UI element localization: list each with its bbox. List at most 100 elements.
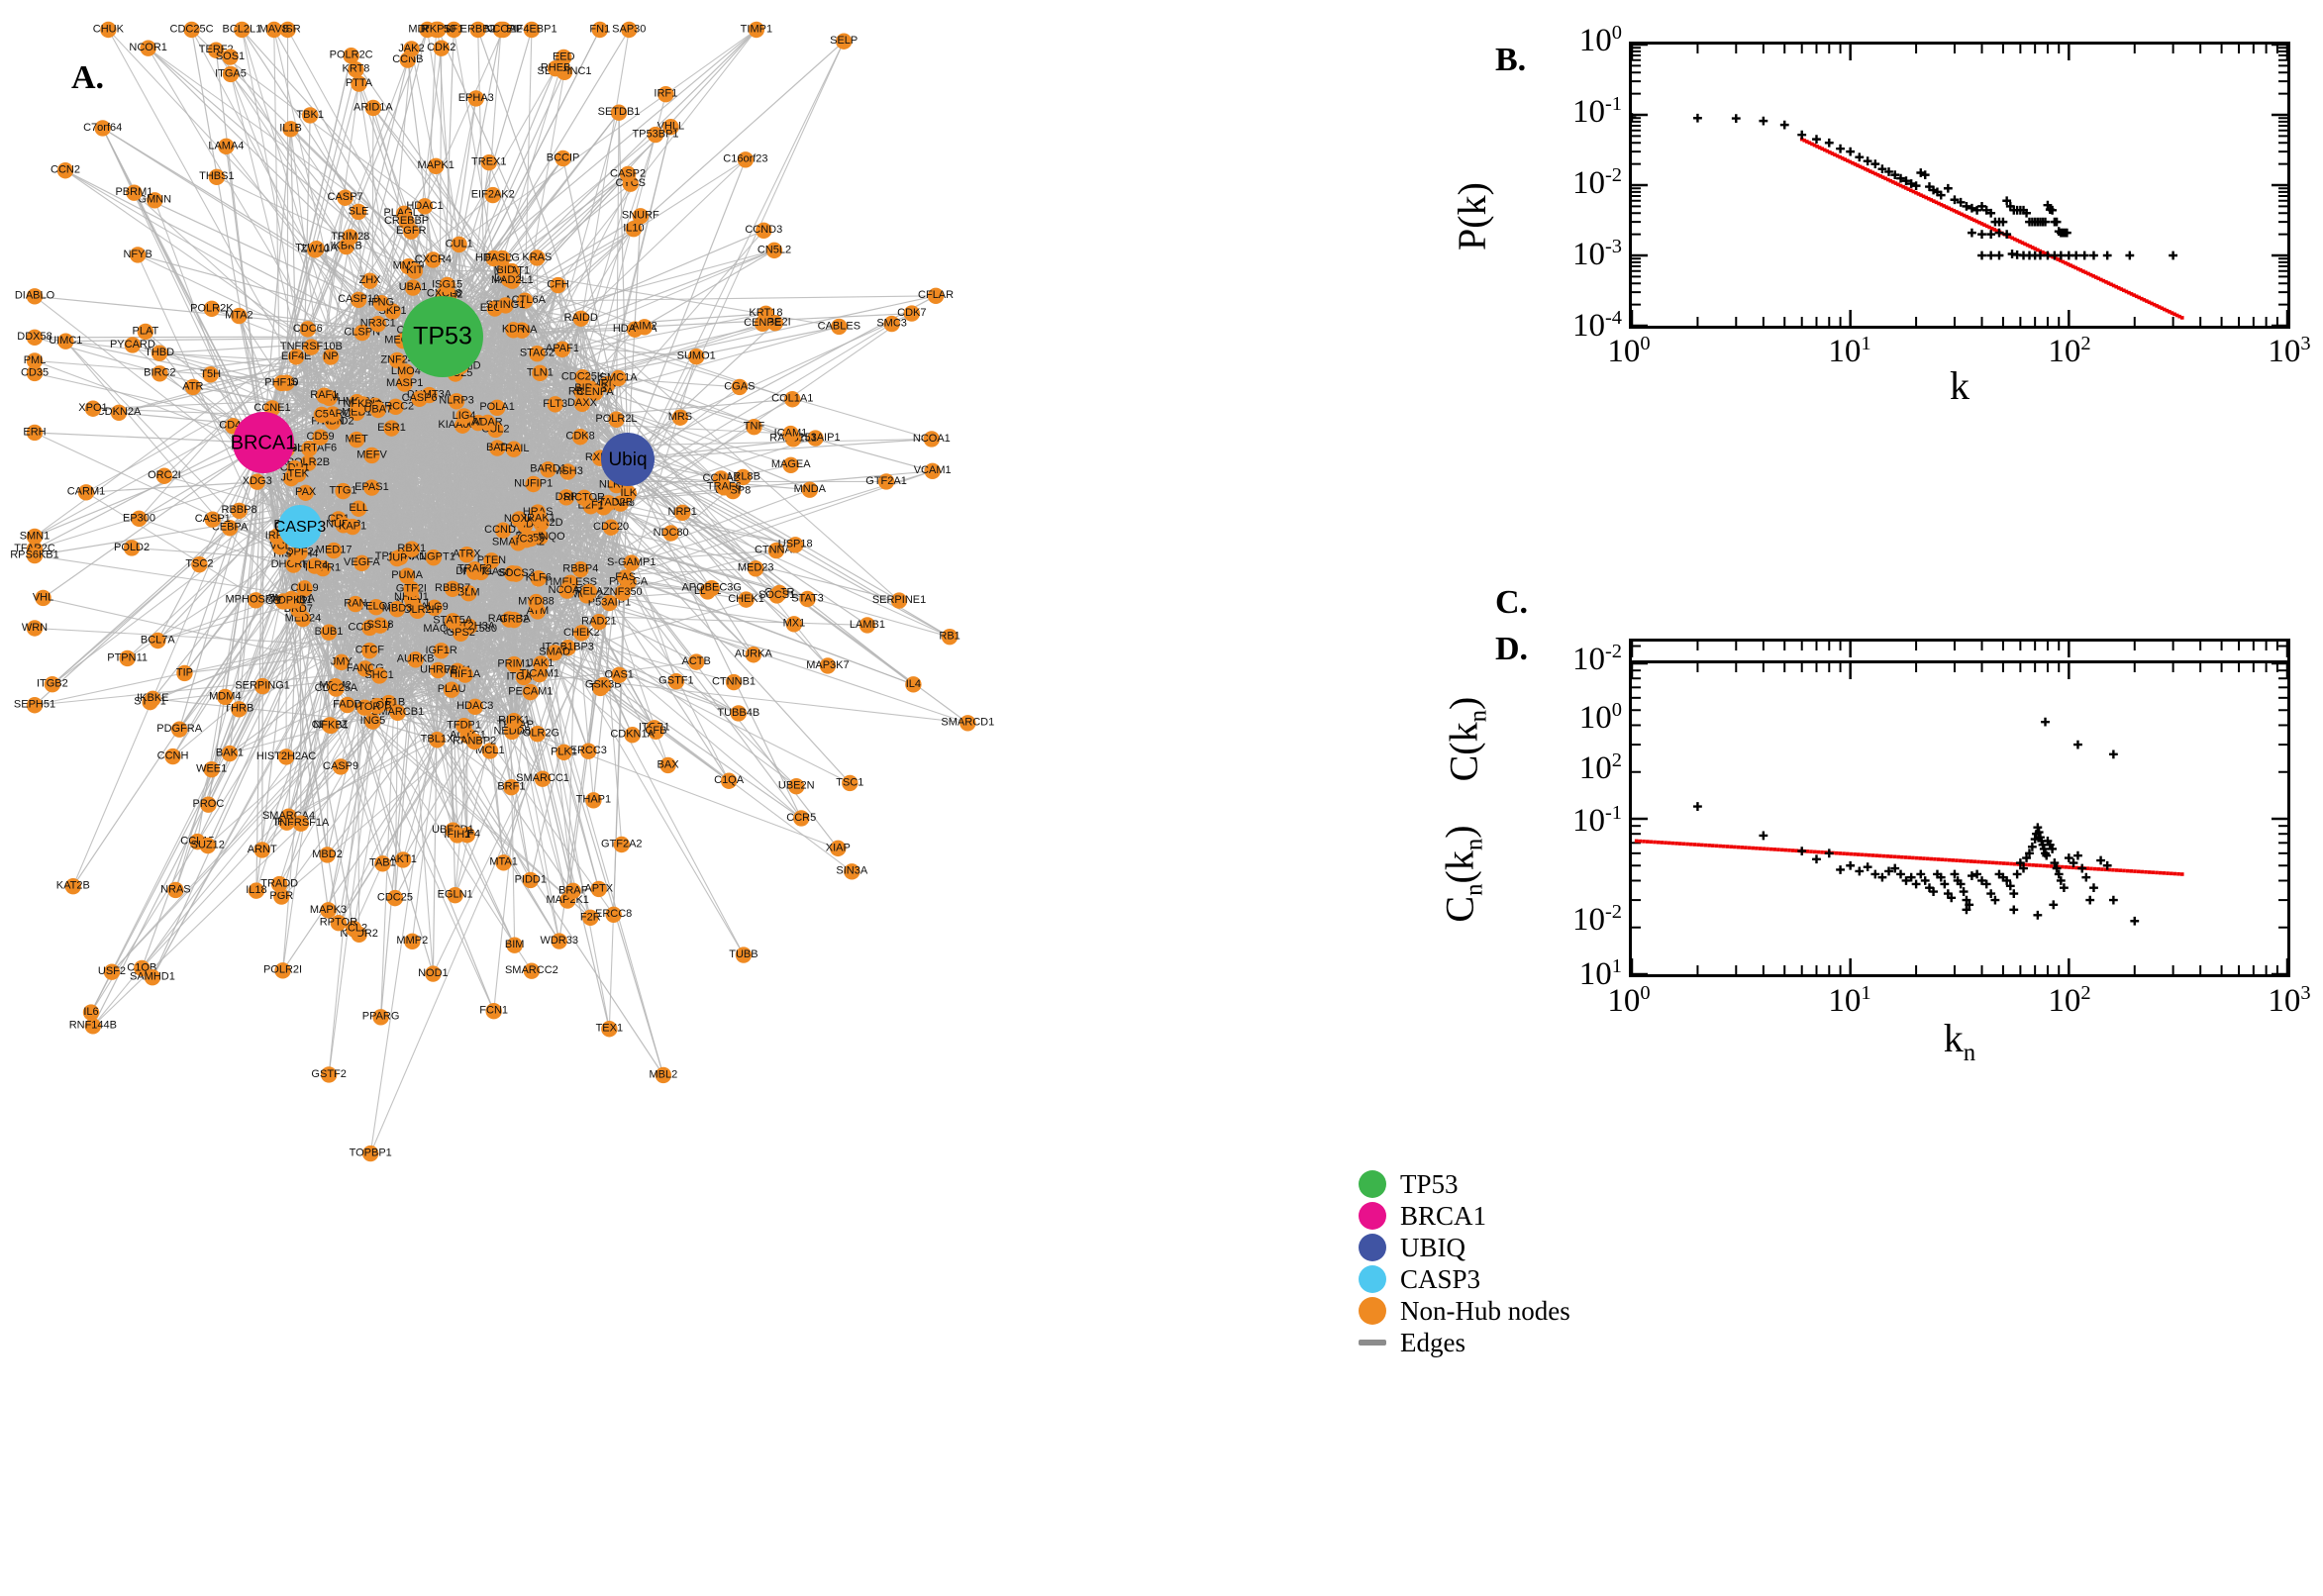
network-node [313,406,331,424]
network-node [782,456,799,474]
network-node [134,959,151,977]
network-node [44,675,61,693]
network-node [77,484,95,501]
network-node [799,590,816,608]
network-node [371,617,389,634]
legend-label-edges: Edges [1400,1327,1465,1357]
network-node [575,489,593,507]
network-node [369,315,386,333]
network-node [585,792,602,809]
network-node [203,760,220,778]
network-node [623,554,640,571]
network-node [801,481,819,498]
network-node [354,396,371,413]
panel-d-xlabel: kn [1943,1016,1976,1066]
panel-d-xtick-3: 103 [2268,982,2311,1019]
network-node [557,489,575,506]
panel-d-xtick-2: 102 [2048,982,2091,1019]
network-node [497,297,514,314]
network-node [602,519,620,536]
network-node [203,300,221,318]
network-node [429,732,446,748]
panel-c-letter: C. [1495,584,1529,621]
network-node [403,41,420,57]
network-node [330,914,348,932]
network-node [234,21,251,39]
network-node [426,599,443,617]
network-node [297,484,314,501]
network-node [363,447,380,464]
legend-swatch-casp3 [1359,1265,1386,1293]
network-node [404,279,422,296]
network-node [466,560,483,578]
network-node [396,375,413,392]
network-node [671,409,689,426]
network-node [316,387,333,404]
network-node [905,676,922,693]
network-node [903,305,921,322]
legend-item-brca1: BRCA1 [1359,1200,1596,1232]
network-node [202,366,219,383]
network-node [515,668,533,686]
network-node [547,59,564,77]
network-node [518,532,535,549]
network-node [144,968,161,986]
panel-b-data-layer [1632,45,2287,326]
network-node [636,319,654,336]
network-node [411,390,428,407]
network-node [495,854,512,871]
network-node [559,640,576,656]
network-node [556,744,572,761]
panel-b-xlabel: k [1950,363,1970,408]
network-node [516,292,534,309]
network-node [554,341,571,357]
network-node [523,21,541,39]
network-node [398,567,416,584]
network-node [351,291,367,309]
network-node [427,157,445,175]
network-node [253,677,271,695]
network-node [273,374,290,392]
network-node [529,346,546,362]
legend-swatch-non-hub [1359,1297,1386,1325]
network-node [403,580,420,598]
network-node [662,119,679,136]
network-node [573,395,591,413]
network-node [221,520,239,537]
network-node [748,21,765,39]
network-node [731,378,749,396]
network-node [56,162,74,179]
network-node [425,251,442,268]
network-node [532,364,549,382]
network-node [279,21,296,39]
network-node [522,683,540,701]
network-node [221,745,239,762]
network-node [605,906,622,923]
network-node [687,653,705,670]
network-node [129,247,147,263]
network-node [312,429,329,446]
network-node [384,303,401,320]
panel-d-ytick-1: 101 [1578,955,1622,992]
network-node [425,965,442,982]
network-node [164,748,181,765]
panel-d-ytick-2: 102 [1578,749,1622,786]
network-node [289,465,307,483]
panel-b-ytick-2: 10-2 [1571,164,1622,201]
legend-label-non-hub: Non-Hub nodes [1400,1295,1570,1326]
network-node [110,404,128,422]
network-node [591,21,609,39]
network-node [248,592,264,609]
network-node [124,337,142,353]
network-node [222,49,239,65]
network-node [361,272,378,289]
network-node [403,541,421,557]
network-node [655,1066,672,1084]
network-node [84,400,102,417]
network-node [303,339,320,355]
network-node [830,840,847,857]
network-node [504,272,521,289]
network-node [590,880,607,898]
network-node [595,676,612,694]
network-node [449,827,466,844]
